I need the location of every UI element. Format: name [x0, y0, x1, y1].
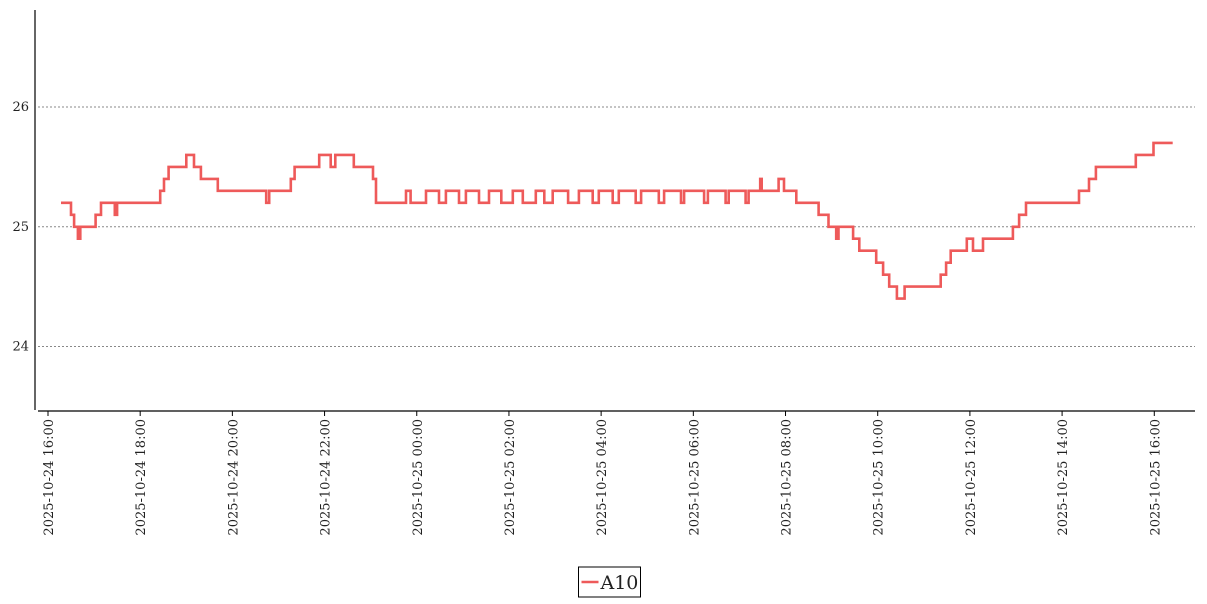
x-tick-label: 2025-10-24 22:00	[319, 419, 334, 536]
x-tick-label: 2025-10-25 00:00	[411, 419, 426, 536]
x-tick-label: 2025-10-24 16:00	[42, 419, 57, 536]
x-tick-label: 2025-10-25 08:00	[780, 419, 795, 536]
x-tick-label: 2025-10-25 16:00	[1148, 419, 1163, 536]
y-tick-label: 24	[12, 340, 29, 355]
y-tick-label: 25	[12, 220, 29, 235]
x-tick-label: 2025-10-25 14:00	[1056, 419, 1071, 536]
x-tick-label: 2025-10-25 12:00	[964, 419, 979, 536]
x-tick-label: 2025-10-25 10:00	[872, 419, 887, 536]
data-line	[61, 141, 1173, 300]
x-tick-label: 2025-10-24 18:00	[134, 419, 149, 536]
x-tick-label: 2025-10-24 20:00	[226, 419, 241, 536]
legend: A10	[578, 566, 641, 598]
legend-label: A10	[600, 572, 639, 594]
x-tick-label: 2025-10-25 04:00	[595, 419, 610, 536]
x-tick-label: 2025-10-25 02:00	[503, 419, 518, 536]
x-tick-label: 2025-10-25 06:00	[687, 419, 702, 536]
y-tick-label: 26	[12, 100, 29, 115]
